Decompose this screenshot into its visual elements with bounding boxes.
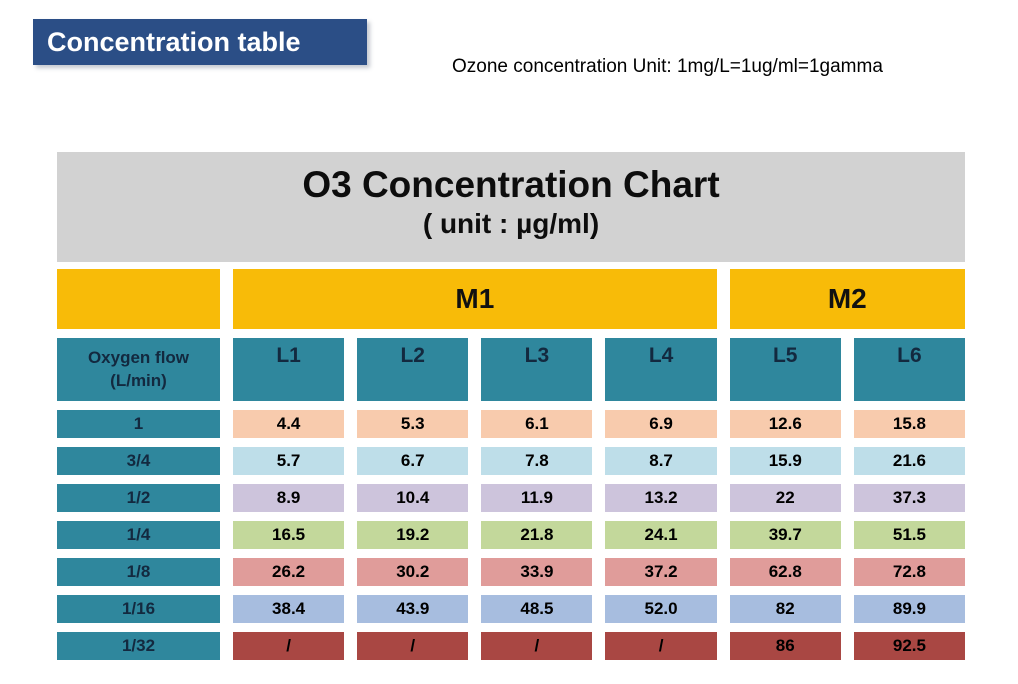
value-cell: 12.6 (729, 410, 841, 438)
value-cell: 6.1 (481, 410, 593, 438)
ozone-unit-note: Ozone concentration Unit: 1mg/L=1ug/ml=1… (452, 56, 883, 77)
value-cell: 22 (729, 484, 841, 512)
column-header-l6: L6 (853, 338, 965, 401)
slide-title-banner: Concentration table (33, 19, 367, 65)
value-cell: 43.9 (357, 595, 469, 623)
value-cell: 5.7 (233, 447, 345, 475)
slide-title: Concentration table (47, 26, 301, 57)
row-header: 1/16 (57, 595, 220, 623)
value-cell: 15.8 (853, 410, 965, 438)
value-cell: 72.8 (853, 558, 965, 586)
group-header-m2: M2 (729, 269, 965, 329)
value-cell: 82 (729, 595, 841, 623)
chart-header: O3 Concentration Chart ( unit : µg/ml) (57, 152, 965, 262)
value-cell: 51.5 (853, 521, 965, 549)
value-cell: 21.8 (481, 521, 593, 549)
row-header: 1/4 (57, 521, 220, 549)
value-cell: 24.1 (605, 521, 717, 549)
value-cell: 6.9 (605, 410, 717, 438)
row-header: 3/4 (57, 447, 220, 475)
column-header-l2: L2 (357, 338, 469, 401)
value-cell: 48.5 (481, 595, 593, 623)
value-cell: 8.7 (605, 447, 717, 475)
value-cell: 38.4 (233, 595, 345, 623)
column-header-l1: L1 (233, 338, 345, 401)
value-cell: 92.5 (853, 632, 965, 660)
value-cell: / (233, 632, 345, 660)
column-header-l4: L4 (605, 338, 717, 401)
value-cell: 5.3 (357, 410, 469, 438)
value-cell: 33.9 (481, 558, 593, 586)
value-cell: 39.7 (729, 521, 841, 549)
value-cell: 6.7 (357, 447, 469, 475)
value-cell: 13.2 (605, 484, 717, 512)
value-cell: 89.9 (853, 595, 965, 623)
row-header: 1/2 (57, 484, 220, 512)
row-header: 1/8 (57, 558, 220, 586)
value-cell: 86 (729, 632, 841, 660)
oxygen-flow-label-line1: Oxygen flow (87, 347, 190, 367)
concentration-grid: M1 M2 Oxygen flow (L/min) L1 L2 L3 L4 L5 L6 1 4.4 5.… (57, 269, 965, 660)
value-cell: 7.8 (481, 447, 593, 475)
value-cell: 37.3 (853, 484, 965, 512)
value-cell: 19.2 (357, 521, 469, 549)
column-header-oxygen-flow: Oxygen flow (L/min) (57, 338, 220, 401)
value-cell: 37.2 (605, 558, 717, 586)
value-cell: 26.2 (233, 558, 345, 586)
column-header-l5: L5 (729, 338, 841, 401)
value-cell: 8.9 (233, 484, 345, 512)
chart-title: O3 Concentration Chart (302, 164, 720, 205)
concentration-table: O3 Concentration Chart ( unit : µg/ml) M… (57, 152, 965, 660)
group-header-blank (57, 269, 220, 329)
chart-subtitle: ( unit : µg/ml) (422, 207, 600, 239)
row-header: 1/32 (57, 632, 220, 660)
value-cell: 21.6 (853, 447, 965, 475)
value-cell: / (605, 632, 717, 660)
value-cell: 16.5 (233, 521, 345, 549)
column-header-l3: L3 (481, 338, 593, 401)
value-cell: 15.9 (729, 447, 841, 475)
value-cell: 4.4 (233, 410, 345, 438)
group-header-m1: M1 (233, 269, 717, 329)
row-header: 1 (57, 410, 220, 438)
value-cell: / (357, 632, 469, 660)
value-cell: 11.9 (481, 484, 593, 512)
value-cell: 52.0 (605, 595, 717, 623)
value-cell: / (481, 632, 593, 660)
oxygen-flow-label-line2: (L/min) (110, 370, 167, 390)
value-cell: 30.2 (357, 558, 469, 586)
value-cell: 10.4 (357, 484, 469, 512)
value-cell: 62.8 (729, 558, 841, 586)
